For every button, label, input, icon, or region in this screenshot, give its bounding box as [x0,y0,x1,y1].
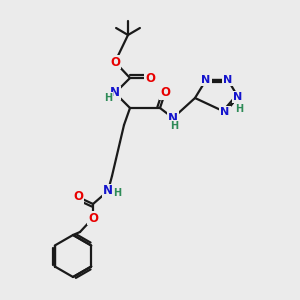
Text: O: O [88,212,98,224]
Text: N: N [201,75,211,85]
Text: N: N [103,184,113,197]
Text: O: O [110,56,120,68]
Text: H: H [170,121,178,131]
Text: O: O [145,71,155,85]
Text: H: H [113,188,121,198]
Text: O: O [73,190,83,203]
Text: N: N [110,86,120,100]
Text: N: N [220,107,230,117]
Text: N: N [168,112,178,124]
Text: O: O [160,86,170,100]
Text: N: N [224,75,232,85]
Text: H: H [104,93,112,103]
Text: N: N [233,92,243,102]
Text: H: H [235,104,243,114]
